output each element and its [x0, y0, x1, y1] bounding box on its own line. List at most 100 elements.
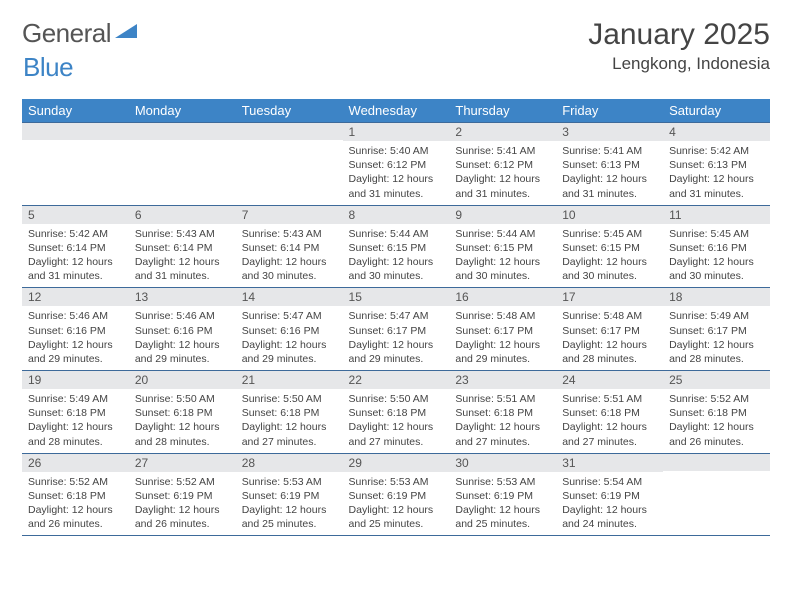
day-details: Sunrise: 5:51 AMSunset: 6:18 PMDaylight:… — [449, 389, 556, 453]
day-details: Sunrise: 5:52 AMSunset: 6:19 PMDaylight:… — [129, 472, 236, 536]
day-number — [129, 123, 236, 140]
day-number: 27 — [129, 454, 236, 472]
day-details: Sunrise: 5:44 AMSunset: 6:15 PMDaylight:… — [449, 224, 556, 288]
calendar-day-cell: 15Sunrise: 5:47 AMSunset: 6:17 PMDayligh… — [343, 288, 450, 371]
day-details: Sunrise: 5:42 AMSunset: 6:13 PMDaylight:… — [663, 141, 770, 205]
day-details: Sunrise: 5:41 AMSunset: 6:13 PMDaylight:… — [556, 141, 663, 205]
weekday-header: Sunday — [22, 99, 129, 123]
day-number: 14 — [236, 288, 343, 306]
day-number — [236, 123, 343, 140]
logo-word1: General — [22, 18, 111, 49]
calendar-week-row: 26Sunrise: 5:52 AMSunset: 6:18 PMDayligh… — [22, 453, 770, 536]
day-details: Sunrise: 5:53 AMSunset: 6:19 PMDaylight:… — [449, 472, 556, 536]
calendar-day-cell: 22Sunrise: 5:50 AMSunset: 6:18 PMDayligh… — [343, 371, 450, 454]
weekday-header: Tuesday — [236, 99, 343, 123]
calendar-day-cell: 13Sunrise: 5:46 AMSunset: 6:16 PMDayligh… — [129, 288, 236, 371]
day-details: Sunrise: 5:49 AMSunset: 6:17 PMDaylight:… — [663, 306, 770, 370]
calendar-week-row: 1Sunrise: 5:40 AMSunset: 6:12 PMDaylight… — [22, 123, 770, 206]
month-title: January 2025 — [588, 18, 770, 52]
day-details: Sunrise: 5:53 AMSunset: 6:19 PMDaylight:… — [343, 472, 450, 536]
logo-triangle-icon — [115, 22, 137, 45]
day-details: Sunrise: 5:48 AMSunset: 6:17 PMDaylight:… — [556, 306, 663, 370]
day-details: Sunrise: 5:50 AMSunset: 6:18 PMDaylight:… — [129, 389, 236, 453]
calendar-day-cell: 29Sunrise: 5:53 AMSunset: 6:19 PMDayligh… — [343, 453, 450, 536]
day-number: 1 — [343, 123, 450, 141]
day-number: 9 — [449, 206, 556, 224]
calendar-day-cell: 4Sunrise: 5:42 AMSunset: 6:13 PMDaylight… — [663, 123, 770, 206]
logo-word2: Blue — [23, 52, 73, 82]
logo: General — [22, 18, 139, 49]
day-details: Sunrise: 5:48 AMSunset: 6:17 PMDaylight:… — [449, 306, 556, 370]
day-details: Sunrise: 5:46 AMSunset: 6:16 PMDaylight:… — [22, 306, 129, 370]
day-details: Sunrise: 5:46 AMSunset: 6:16 PMDaylight:… — [129, 306, 236, 370]
day-details: Sunrise: 5:45 AMSunset: 6:15 PMDaylight:… — [556, 224, 663, 288]
calendar-day-cell: 23Sunrise: 5:51 AMSunset: 6:18 PMDayligh… — [449, 371, 556, 454]
day-details: Sunrise: 5:50 AMSunset: 6:18 PMDaylight:… — [236, 389, 343, 453]
calendar-day-cell: 28Sunrise: 5:53 AMSunset: 6:19 PMDayligh… — [236, 453, 343, 536]
calendar-day-cell: 1Sunrise: 5:40 AMSunset: 6:12 PMDaylight… — [343, 123, 450, 206]
day-number: 31 — [556, 454, 663, 472]
day-number: 13 — [129, 288, 236, 306]
day-details: Sunrise: 5:47 AMSunset: 6:17 PMDaylight:… — [343, 306, 450, 370]
calendar-day-cell: 2Sunrise: 5:41 AMSunset: 6:12 PMDaylight… — [449, 123, 556, 206]
day-number: 19 — [22, 371, 129, 389]
calendar-day-cell — [663, 453, 770, 536]
day-number: 21 — [236, 371, 343, 389]
day-number: 29 — [343, 454, 450, 472]
day-number: 22 — [343, 371, 450, 389]
day-number: 23 — [449, 371, 556, 389]
calendar-week-row: 12Sunrise: 5:46 AMSunset: 6:16 PMDayligh… — [22, 288, 770, 371]
calendar-body: 1Sunrise: 5:40 AMSunset: 6:12 PMDaylight… — [22, 123, 770, 536]
day-details: Sunrise: 5:45 AMSunset: 6:16 PMDaylight:… — [663, 224, 770, 288]
day-number: 30 — [449, 454, 556, 472]
calendar-week-row: 19Sunrise: 5:49 AMSunset: 6:18 PMDayligh… — [22, 371, 770, 454]
calendar-day-cell — [236, 123, 343, 206]
day-details: Sunrise: 5:53 AMSunset: 6:19 PMDaylight:… — [236, 472, 343, 536]
day-details: Sunrise: 5:52 AMSunset: 6:18 PMDaylight:… — [22, 472, 129, 536]
weekday-header: Friday — [556, 99, 663, 123]
calendar-day-cell: 21Sunrise: 5:50 AMSunset: 6:18 PMDayligh… — [236, 371, 343, 454]
day-number: 7 — [236, 206, 343, 224]
calendar-day-cell: 14Sunrise: 5:47 AMSunset: 6:16 PMDayligh… — [236, 288, 343, 371]
calendar-day-cell: 18Sunrise: 5:49 AMSunset: 6:17 PMDayligh… — [663, 288, 770, 371]
title-block: January 2025 Lengkong, Indonesia — [588, 18, 770, 74]
calendar-day-cell: 16Sunrise: 5:48 AMSunset: 6:17 PMDayligh… — [449, 288, 556, 371]
day-details: Sunrise: 5:54 AMSunset: 6:19 PMDaylight:… — [556, 472, 663, 536]
day-details: Sunrise: 5:50 AMSunset: 6:18 PMDaylight:… — [343, 389, 450, 453]
day-number: 2 — [449, 123, 556, 141]
calendar-day-cell: 5Sunrise: 5:42 AMSunset: 6:14 PMDaylight… — [22, 205, 129, 288]
calendar-day-cell: 9Sunrise: 5:44 AMSunset: 6:15 PMDaylight… — [449, 205, 556, 288]
day-details: Sunrise: 5:42 AMSunset: 6:14 PMDaylight:… — [22, 224, 129, 288]
calendar-day-cell: 10Sunrise: 5:45 AMSunset: 6:15 PMDayligh… — [556, 205, 663, 288]
day-number: 6 — [129, 206, 236, 224]
calendar-day-cell: 30Sunrise: 5:53 AMSunset: 6:19 PMDayligh… — [449, 453, 556, 536]
location-label: Lengkong, Indonesia — [588, 54, 770, 74]
day-number: 28 — [236, 454, 343, 472]
calendar-table: SundayMondayTuesdayWednesdayThursdayFrid… — [22, 99, 770, 536]
day-number — [22, 123, 129, 140]
day-details: Sunrise: 5:43 AMSunset: 6:14 PMDaylight:… — [129, 224, 236, 288]
day-number: 4 — [663, 123, 770, 141]
day-number: 16 — [449, 288, 556, 306]
day-details: Sunrise: 5:40 AMSunset: 6:12 PMDaylight:… — [343, 141, 450, 205]
calendar-day-cell: 3Sunrise: 5:41 AMSunset: 6:13 PMDaylight… — [556, 123, 663, 206]
calendar-head: SundayMondayTuesdayWednesdayThursdayFrid… — [22, 99, 770, 123]
calendar-week-row: 5Sunrise: 5:42 AMSunset: 6:14 PMDaylight… — [22, 205, 770, 288]
calendar-day-cell: 19Sunrise: 5:49 AMSunset: 6:18 PMDayligh… — [22, 371, 129, 454]
day-number: 8 — [343, 206, 450, 224]
calendar-day-cell: 12Sunrise: 5:46 AMSunset: 6:16 PMDayligh… — [22, 288, 129, 371]
day-number: 3 — [556, 123, 663, 141]
day-details: Sunrise: 5:44 AMSunset: 6:15 PMDaylight:… — [343, 224, 450, 288]
calendar-day-cell: 25Sunrise: 5:52 AMSunset: 6:18 PMDayligh… — [663, 371, 770, 454]
day-details: Sunrise: 5:49 AMSunset: 6:18 PMDaylight:… — [22, 389, 129, 453]
calendar-day-cell: 31Sunrise: 5:54 AMSunset: 6:19 PMDayligh… — [556, 453, 663, 536]
day-details: Sunrise: 5:47 AMSunset: 6:16 PMDaylight:… — [236, 306, 343, 370]
day-number: 5 — [22, 206, 129, 224]
calendar-day-cell — [22, 123, 129, 206]
weekday-header: Wednesday — [343, 99, 450, 123]
day-number: 26 — [22, 454, 129, 472]
calendar-day-cell: 7Sunrise: 5:43 AMSunset: 6:14 PMDaylight… — [236, 205, 343, 288]
day-number — [663, 454, 770, 471]
day-number: 18 — [663, 288, 770, 306]
day-details: Sunrise: 5:43 AMSunset: 6:14 PMDaylight:… — [236, 224, 343, 288]
